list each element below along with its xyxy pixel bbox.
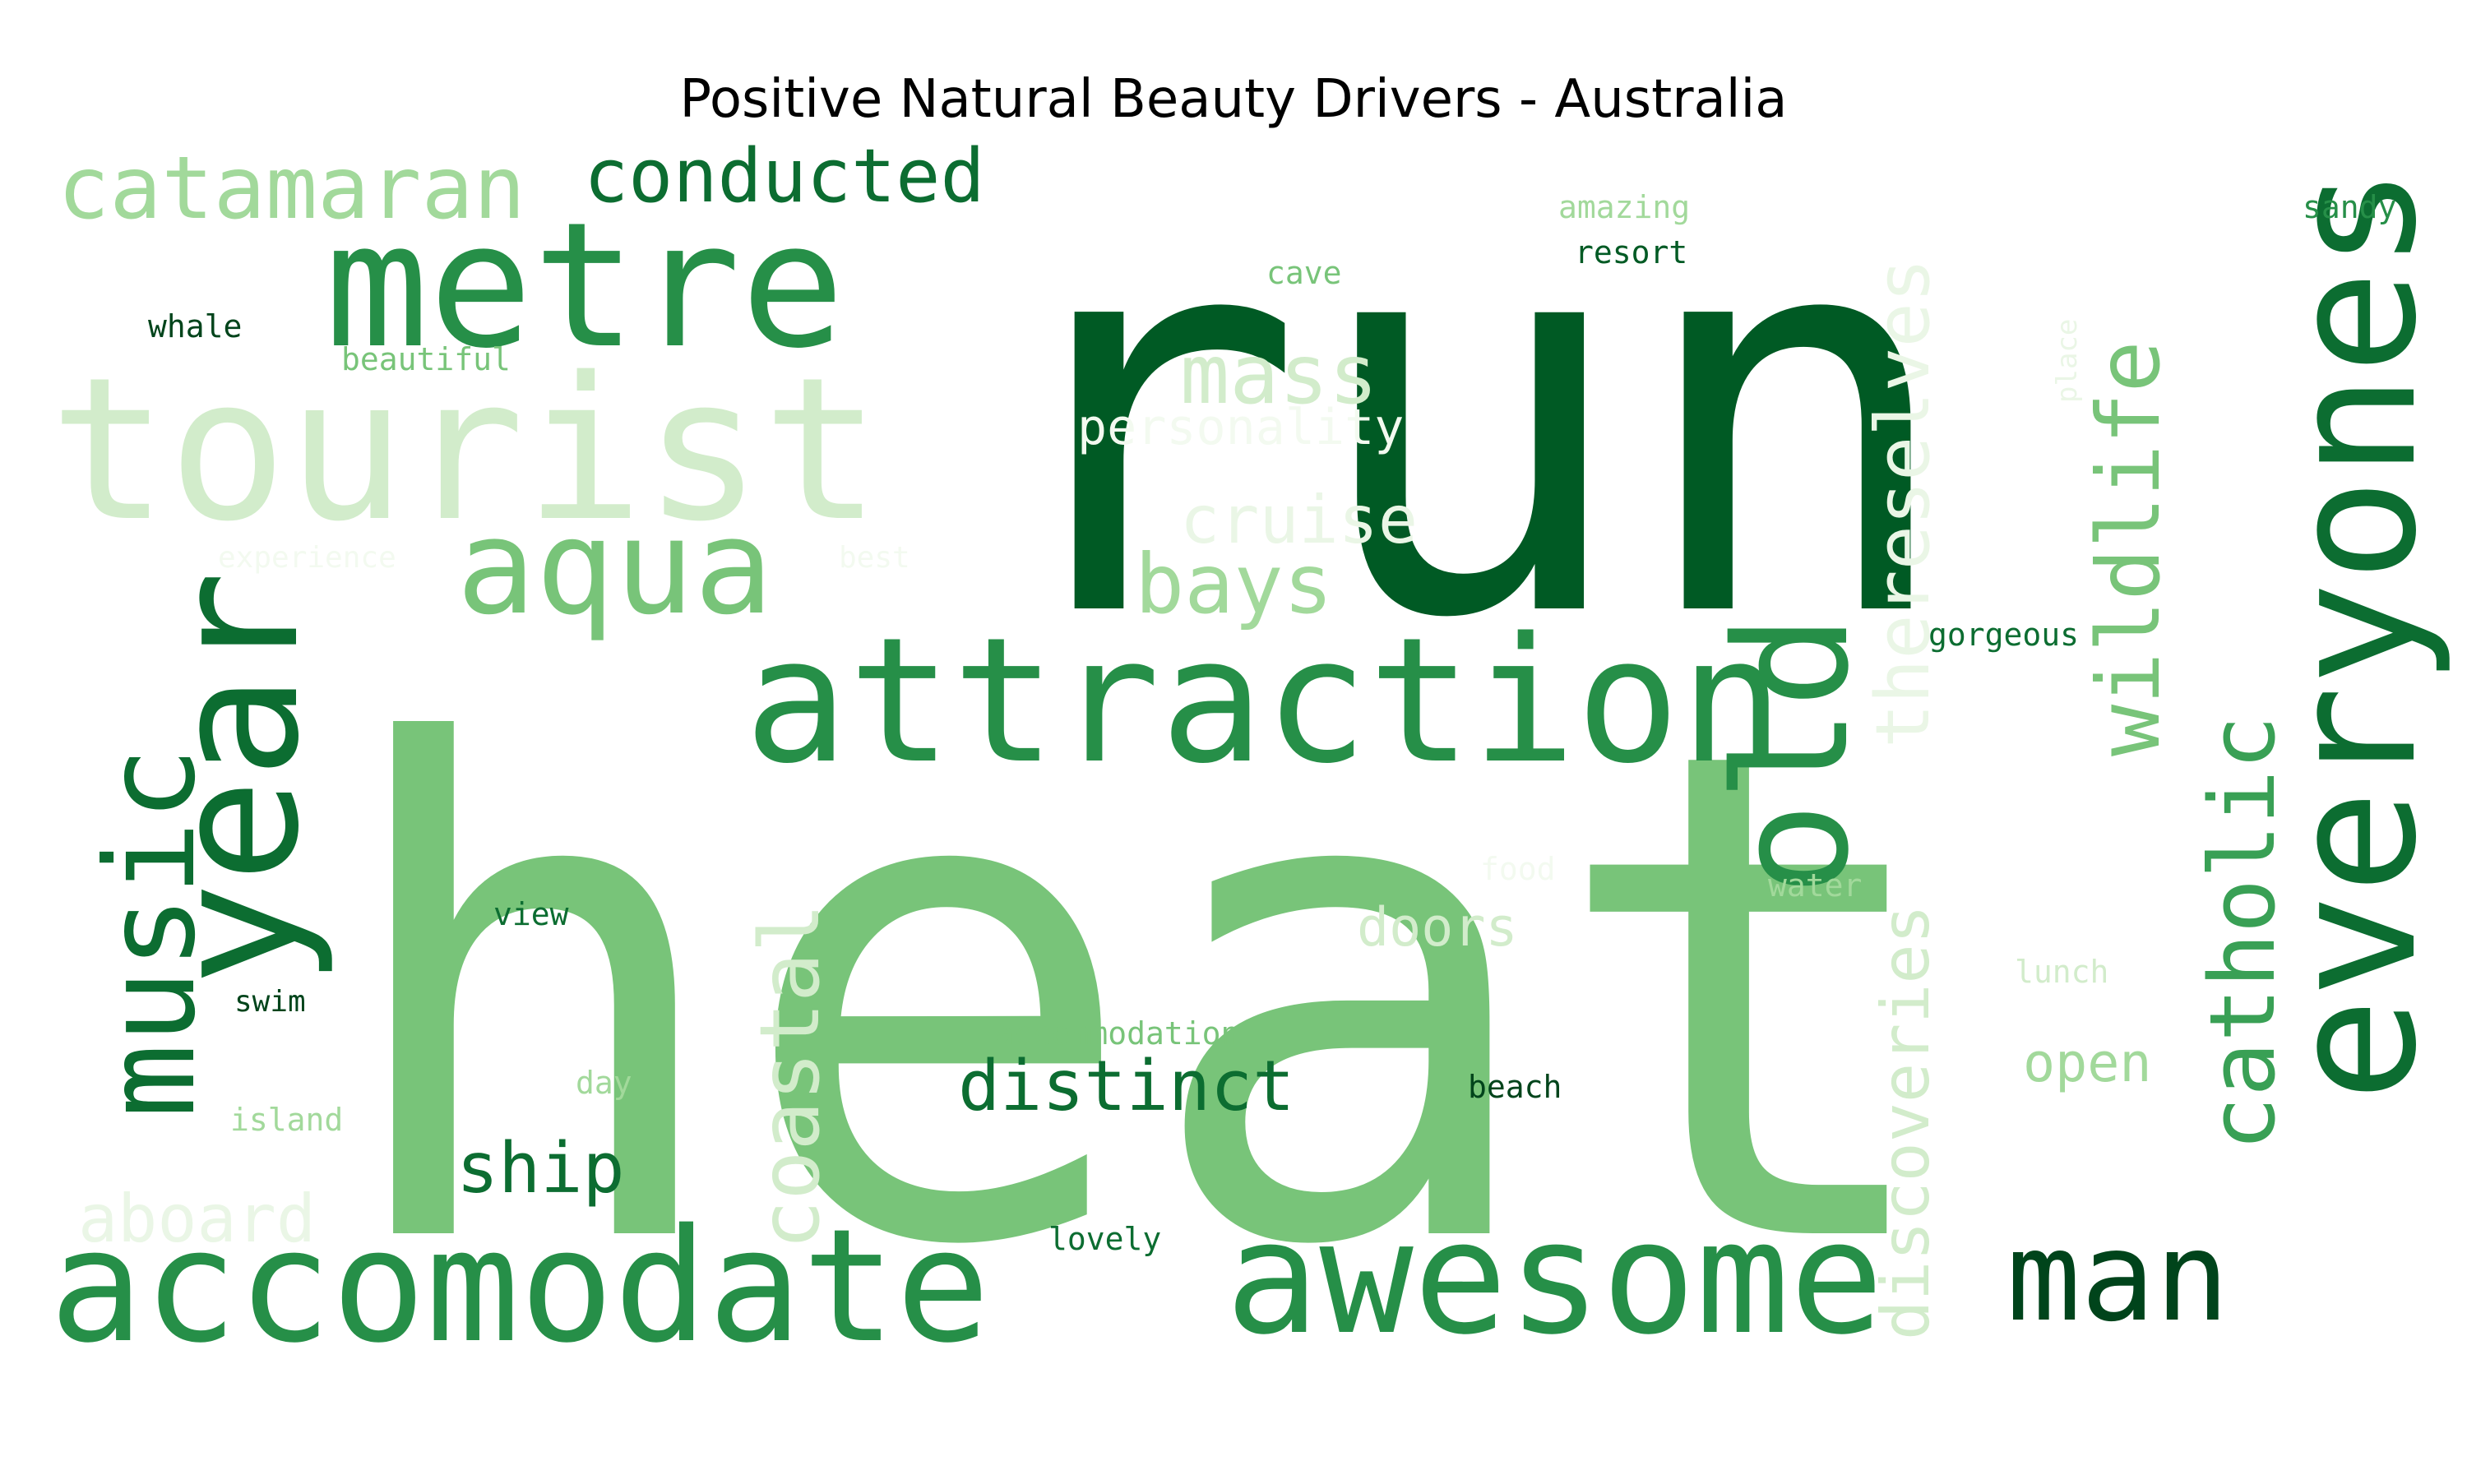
word-doors: doors — [1357, 897, 1518, 959]
word-water: water — [1768, 867, 1862, 904]
word-catholic: catholic — [2190, 715, 2295, 1151]
word-personality: personality — [1077, 399, 1404, 456]
word-discoveries: discoveries — [1868, 904, 1944, 1340]
word-everyones: everyones — [2253, 166, 2455, 1102]
word-resort: resort — [1575, 234, 1687, 270]
word-catamaran: catamaran — [58, 138, 525, 238]
word-cruise: cruise — [1180, 482, 1418, 558]
word-conducted: conducted — [584, 133, 985, 220]
word-gorgeous: gorgeous — [1928, 617, 2079, 653]
word-island: island — [230, 1102, 343, 1138]
word-swim: swim — [234, 985, 306, 1019]
word-accomodate: accomodate — [49, 1195, 990, 1377]
word-view: view — [493, 896, 569, 932]
word-whale: whale — [148, 308, 242, 344]
word-coastal: coastal — [742, 904, 838, 1250]
word-bays: bays — [1135, 536, 1333, 632]
word-heat: heat — [329, 608, 1953, 1393]
chart-title: Positive Natural Beauty Drivers - Austra… — [679, 69, 1788, 130]
word-run: run — [979, 104, 1959, 737]
word-beach: beach — [1468, 1069, 1562, 1105]
word-food: food — [1480, 851, 1556, 887]
word-year: year — [136, 571, 337, 987]
word-ship: ship — [456, 1128, 625, 1209]
word-lunch: lunch — [2015, 954, 2108, 990]
word-accommodation: accommodation — [995, 1015, 1239, 1052]
word-tourist: tourist — [49, 335, 881, 565]
word-best: best — [839, 541, 910, 575]
word-wildlife: wildlife — [2079, 340, 2179, 756]
word-aboard: aboard — [78, 1181, 316, 1257]
word-distinct: distinct — [958, 1046, 1294, 1127]
word-music: music — [80, 747, 223, 1118]
word-place: place — [2051, 319, 2084, 403]
word-old: old — [1701, 614, 1883, 896]
word-thereselves: thereselves — [1860, 258, 1946, 748]
word-day: day — [576, 1065, 632, 1101]
word-awesome: awesome — [1225, 1187, 1884, 1369]
word-lovely: lovely — [1048, 1221, 1161, 1257]
word-beautiful: beautiful — [341, 341, 511, 377]
word-man: man — [2006, 1206, 2229, 1349]
word-open: open — [2023, 1033, 2152, 1094]
word-mass: mass — [1180, 326, 1378, 423]
word-attraction: attraction — [744, 600, 1784, 802]
word-cave: cave — [1266, 255, 1342, 291]
word-aqua: aqua — [456, 490, 773, 644]
word-amazing: amazing — [1558, 189, 1690, 225]
word-sandy: sandy — [2303, 189, 2396, 225]
word-metre: metre — [325, 185, 845, 386]
word-experience: experience — [218, 541, 396, 575]
